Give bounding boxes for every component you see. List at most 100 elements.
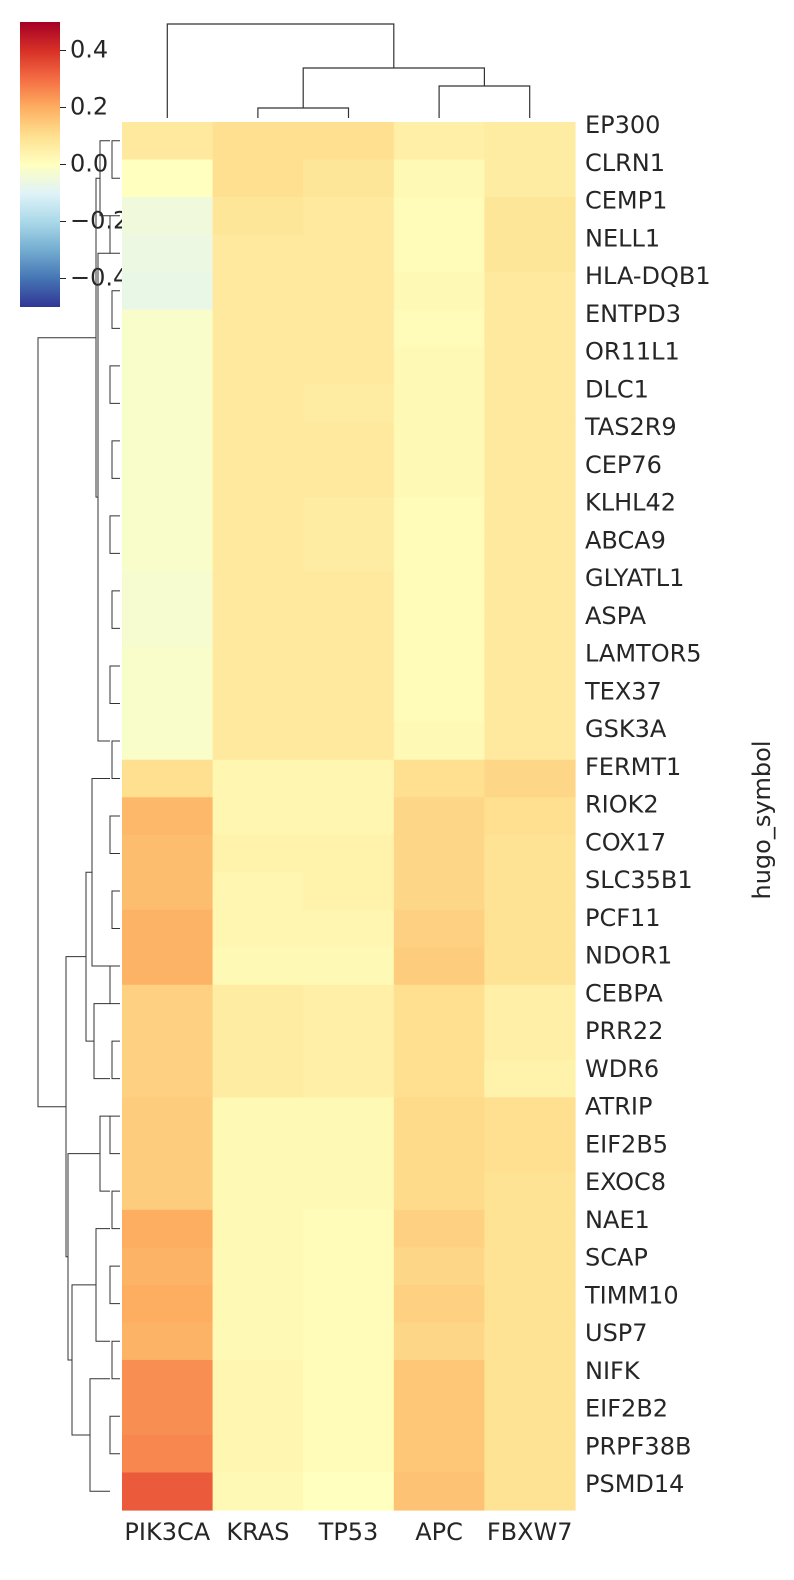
heatmap-cell: [212, 122, 304, 161]
heatmap-cell: [122, 234, 214, 273]
heatmap-cell: [484, 347, 576, 386]
heatmap-cell: [122, 1397, 214, 1436]
heatmap-cell: [122, 534, 214, 573]
heatmap-cell: [303, 122, 395, 161]
heatmap-cell: [122, 872, 214, 911]
heatmap-cell: [212, 759, 304, 798]
heatmap-cell: [303, 609, 395, 648]
heatmap-cell: [393, 1022, 485, 1061]
row-label: WDR6: [585, 1055, 659, 1083]
row-label: RIOK2: [585, 791, 659, 819]
heatmap-cell: [484, 797, 576, 836]
heatmap-cell: [303, 722, 395, 761]
row-label: EIF2B2: [585, 1395, 668, 1423]
heatmap-cell: [303, 909, 395, 948]
row-dendrogram-link: [111, 590, 120, 629]
row-dendrogram-link: [109, 965, 120, 1005]
column-label: PIK3CA: [124, 1518, 210, 1546]
row-dendrogram-link: [71, 1284, 96, 1436]
column-label: KRAS: [226, 1518, 289, 1546]
colorbar-tick-label: −0.4: [70, 264, 128, 292]
row-dendrogram-link: [111, 140, 120, 179]
row-label: DLC1: [585, 375, 649, 403]
heatmap-cell: [393, 872, 485, 911]
heatmap-cell: [484, 1059, 576, 1098]
heatmap-cell: [393, 609, 485, 648]
colorbar-tick-label: 0.0: [70, 150, 108, 178]
column-dendrogram-link: [438, 85, 531, 118]
heatmap-cell: [122, 1359, 214, 1399]
heatmap-cell: [393, 647, 485, 686]
heatmap-cell: [303, 272, 395, 311]
heatmap-cell: [484, 1247, 576, 1286]
row-label: ATRIP: [585, 1093, 652, 1121]
heatmap-cell: [393, 1097, 485, 1136]
row-label: PRR22: [585, 1017, 663, 1045]
heatmap-cell: [484, 122, 576, 161]
heatmap-cell: [484, 534, 576, 573]
heatmap-cell: [303, 1397, 395, 1436]
heatmap-cell: [393, 834, 485, 873]
heatmap-cell: [122, 384, 214, 423]
heatmap-cell: [484, 197, 576, 236]
heatmap-cell: [393, 1209, 485, 1248]
colorbar: 0.4 0.2 0.0 −0.2 −0.4: [20, 22, 128, 307]
heatmap-cell: [303, 1284, 395, 1324]
heatmap-cell: [303, 1097, 395, 1136]
heatmap-cell: [393, 534, 485, 573]
row-label: EXOC8: [585, 1168, 666, 1196]
row-dendrogram-link: [91, 777, 110, 967]
row-label: PSMD14: [585, 1470, 684, 1498]
row-label: FERMT1: [585, 753, 681, 781]
heatmap-cell: [122, 1434, 214, 1474]
heatmap-cell: [212, 497, 304, 536]
column-dendrogram-link: [302, 67, 485, 108]
heatmap-cell: [303, 459, 395, 498]
heatmap-cell: [122, 1134, 214, 1173]
heatmap-cell: [303, 384, 395, 423]
heatmap-cell: [212, 1022, 304, 1061]
column-tick-labels: PIK3CA KRAS TP53 APC FBXW7: [124, 1518, 572, 1546]
row-label: EP300: [585, 111, 660, 139]
heatmap-cell: [303, 422, 395, 461]
row-dendrogram-link: [95, 1228, 110, 1342]
row-dendrogram: [37, 140, 120, 1492]
heatmap-cell: [212, 422, 304, 461]
row-label: GSK3A: [585, 715, 667, 743]
heatmap-cell: [393, 347, 485, 386]
colorbar-ticks: 0.4 0.2 0.0 −0.2 −0.4: [60, 36, 128, 292]
heatmap-cell: [303, 647, 395, 686]
heatmap-cell: [303, 234, 395, 273]
row-label: NDOR1: [585, 942, 672, 970]
heatmap-cell: [122, 1022, 214, 1061]
heatmap-cell: [484, 1472, 576, 1511]
heatmap-cell: [303, 534, 395, 573]
heatmap-cell: [303, 497, 395, 536]
row-dendrogram-link: [67, 1153, 100, 1361]
heatmap-cell: [212, 1209, 304, 1248]
heatmap-cell: [122, 1284, 214, 1324]
heatmap-cell: [212, 1359, 304, 1399]
heatmap-cell: [212, 534, 304, 573]
row-dendrogram-link: [111, 1340, 120, 1380]
heatmap-cell: [393, 272, 485, 311]
colorbar-tick-label: 0.4: [70, 36, 108, 64]
row-dendrogram-link: [111, 1190, 120, 1230]
heatmap-cell: [122, 1209, 214, 1248]
heatmap-cell: [212, 459, 304, 498]
column-label: TP53: [318, 1518, 379, 1546]
row-label: USP7: [585, 1319, 648, 1347]
heatmap-cell: [303, 1059, 395, 1098]
row-dendrogram-link: [111, 290, 120, 329]
row-label: EIF2B5: [585, 1130, 668, 1158]
heatmap-cell: [303, 1209, 395, 1248]
heatmap-cell: [212, 1172, 304, 1211]
heatmap-cell: [303, 309, 395, 348]
heatmap-cell: [212, 159, 304, 198]
heatmap-cell: [393, 1397, 485, 1436]
heatmap-cell: [484, 384, 576, 423]
heatmap-cell: [212, 1134, 304, 1173]
heatmap-cell: [212, 384, 304, 423]
heatmap-cell: [303, 1434, 395, 1474]
row-dendrogram-link: [109, 1115, 120, 1155]
